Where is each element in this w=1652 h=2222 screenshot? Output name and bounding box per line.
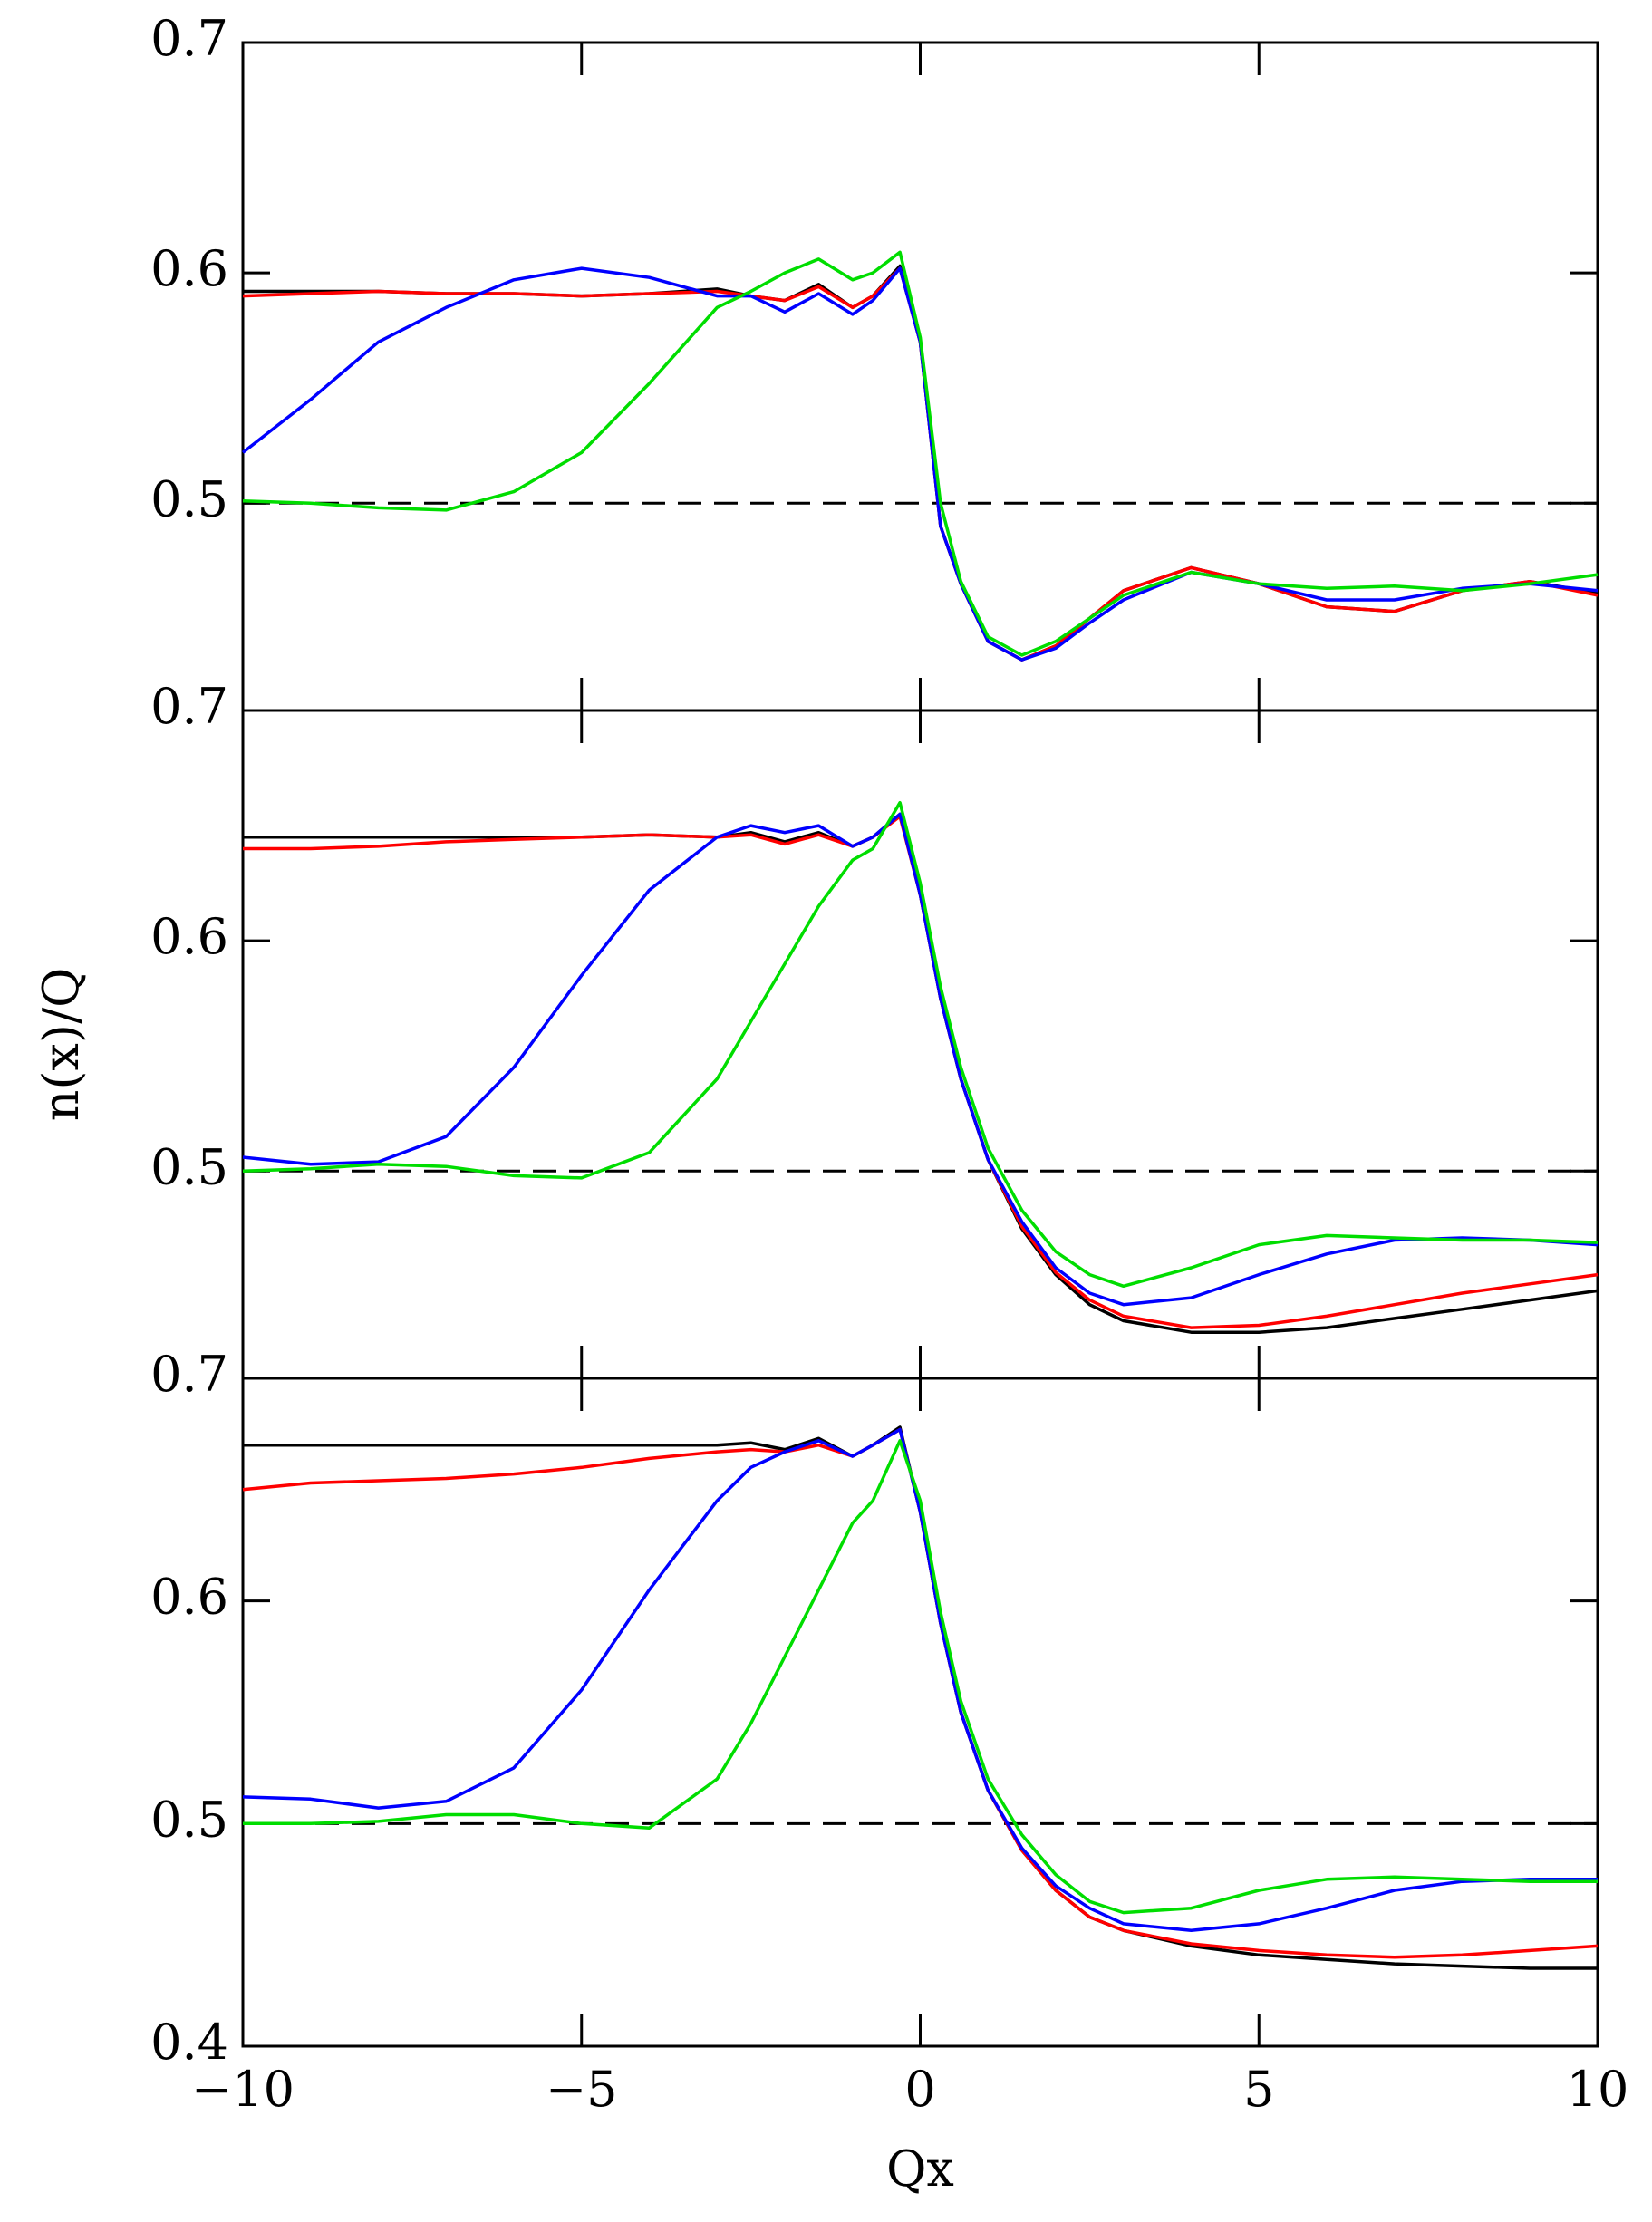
y-tick-label: 0.6 <box>150 240 228 297</box>
y-tick-label: 0.6 <box>150 908 228 965</box>
y-tick-label: 0.7 <box>150 678 228 735</box>
series-line <box>242 812 1599 1307</box>
x-axis-label: Qx <box>886 2140 954 2198</box>
y-tick-label: 0.5 <box>150 1138 228 1195</box>
series-line <box>243 1439 1598 1915</box>
plot-frame <box>241 709 1599 1380</box>
y-tick-label: 0.5 <box>150 1791 228 1848</box>
x-tick-label: 10 <box>1567 2061 1629 2118</box>
y-tick-label: 0.6 <box>150 1569 228 1626</box>
y-tick-label: 0.7 <box>150 10 228 67</box>
y-tick-label: 0.5 <box>150 470 228 527</box>
x-tick-label: −10 <box>191 2061 295 2118</box>
x-tick-label: 0 <box>904 2061 935 2118</box>
x-tick-label: 5 <box>1243 2061 1274 2118</box>
x-tick-label: −5 <box>546 2061 618 2118</box>
series-line <box>241 266 1599 662</box>
series-line <box>242 250 1599 657</box>
series-line <box>242 800 1599 1289</box>
series-line <box>242 1427 1598 1933</box>
y-tick-label: 0.7 <box>150 1346 228 1403</box>
y-tick-label: 0.4 <box>150 2014 228 2071</box>
y-axis-label: n(x)/Q <box>33 968 90 1122</box>
